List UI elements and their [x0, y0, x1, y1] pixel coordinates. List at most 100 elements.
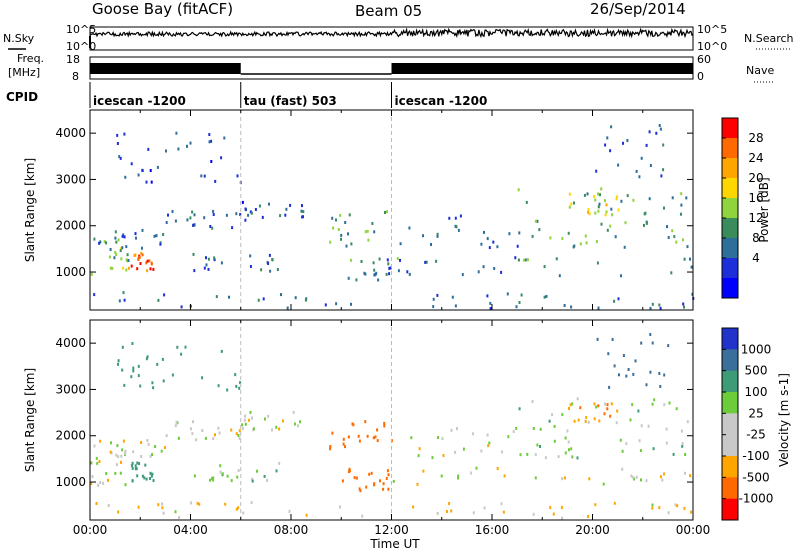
- data-cell: [515, 427, 518, 430]
- data-cell: [134, 253, 137, 257]
- freq-tick-bottom: 8: [72, 70, 79, 83]
- data-cell: [684, 471, 686, 475]
- data-cell: [617, 163, 620, 167]
- data-cell: [275, 469, 278, 473]
- data-cell: [247, 213, 250, 217]
- data-cell: [124, 452, 127, 455]
- data-cell: [340, 233, 343, 237]
- data-cell: [595, 405, 598, 409]
- data-cell: [219, 464, 222, 468]
- data-cell: [371, 222, 374, 225]
- cpid-label: CPID: [6, 90, 38, 104]
- data-cell: [209, 478, 212, 482]
- data-cell: [598, 202, 601, 206]
- data-cell: [301, 204, 303, 208]
- data-cell: [691, 292, 694, 296]
- data-cell: [302, 210, 305, 214]
- data-cell: [563, 476, 566, 480]
- freq-label-2: [MHz]: [8, 66, 40, 79]
- power-colorbar-label: Power [dB]: [757, 177, 771, 242]
- data-cell: [138, 462, 141, 466]
- data-cell: [616, 409, 619, 413]
- data-cell: [416, 482, 419, 486]
- data-cell: [651, 402, 654, 406]
- data-cell: [117, 510, 120, 514]
- data-cell: [359, 489, 362, 493]
- data-cell: [627, 368, 630, 371]
- data-cell: [161, 357, 164, 361]
- data-cell: [598, 419, 601, 423]
- data-cell: [236, 174, 239, 178]
- data-cell: [587, 210, 590, 214]
- data-cell: [450, 509, 453, 513]
- data-cell: [241, 427, 244, 431]
- data-cell: [640, 156, 643, 160]
- data-cell: [175, 420, 178, 424]
- data-cell: [658, 124, 661, 127]
- data-cell: [680, 203, 683, 207]
- data-cell: [96, 461, 99, 465]
- data-cell: [131, 466, 134, 470]
- data-cell: [363, 271, 366, 275]
- velocity-colorbar: 1000 500 100 25 -25 -100 -500 -1000: [721, 327, 773, 521]
- colorbar-bin: [722, 198, 738, 219]
- velocity-colorbar-label: Velocity [m s-1]: [777, 373, 791, 467]
- data-cell: [675, 240, 678, 244]
- data-cell: [626, 194, 629, 198]
- data-cell: [154, 445, 157, 448]
- data-cell: [681, 444, 684, 448]
- data-cell: [489, 301, 492, 305]
- data-cell: [675, 407, 678, 411]
- data-cell: [690, 265, 693, 269]
- data-cell: [501, 450, 503, 454]
- data-cell: [126, 253, 129, 257]
- data-cell: [377, 278, 380, 282]
- data-cell: [294, 296, 297, 300]
- data-cell: [127, 266, 130, 270]
- data-cell: [651, 302, 654, 306]
- colorbar-bin: [722, 392, 738, 414]
- nsearch-tick-top: 10^5: [697, 23, 727, 36]
- nsky-strip: N.Sky 10^5 10^0 10^5 10^0 N.Search: [3, 23, 794, 53]
- data-cell: [239, 213, 242, 216]
- data-cell: [648, 197, 651, 201]
- data-cell: [99, 240, 102, 244]
- data-cell: [95, 456, 98, 460]
- data-cell: [637, 409, 640, 413]
- data-cell: [251, 477, 254, 481]
- data-cell: [523, 258, 526, 262]
- data-cell: [162, 379, 165, 383]
- ytick-label: 2000: [55, 429, 86, 443]
- data-cell: [376, 428, 379, 432]
- data-cell: [98, 241, 101, 245]
- data-cell: [244, 218, 247, 222]
- ytick-label: 2000: [55, 219, 86, 233]
- data-cell: [117, 238, 120, 242]
- data-cell: [621, 467, 624, 471]
- data-cell: [399, 242, 402, 246]
- data-cell: [568, 192, 571, 196]
- data-cell: [382, 482, 385, 486]
- data-cell: [651, 503, 654, 507]
- data-cell: [436, 232, 439, 236]
- data-cell: [617, 297, 620, 301]
- data-cell: [111, 266, 114, 270]
- data-cell: [141, 228, 144, 232]
- data-cell: [534, 453, 537, 457]
- data-cell: [141, 253, 144, 257]
- data-cell: [107, 504, 110, 507]
- data-cell: [599, 193, 601, 197]
- data-cell: [486, 294, 489, 298]
- beam-title: Beam 05: [355, 2, 422, 20]
- data-cell: [534, 476, 537, 480]
- data-cell: [285, 207, 288, 211]
- data-cell: [225, 213, 228, 217]
- data-cell: [125, 245, 128, 249]
- data-cell: [576, 397, 579, 401]
- data-cell: [120, 257, 123, 261]
- data-cell: [165, 434, 168, 438]
- data-cell: [424, 260, 427, 264]
- data-cell: [446, 510, 448, 513]
- data-cell: [205, 256, 207, 260]
- data-cell: [237, 506, 240, 510]
